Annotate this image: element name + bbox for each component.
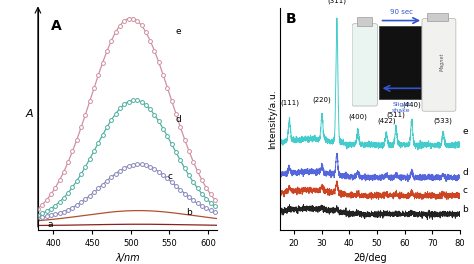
Text: (311): (311) bbox=[328, 0, 346, 4]
Text: (511): (511) bbox=[386, 112, 405, 118]
Text: c: c bbox=[168, 172, 173, 181]
Text: d: d bbox=[176, 115, 182, 124]
Y-axis label: Intensity/a.u.: Intensity/a.u. bbox=[268, 89, 277, 149]
X-axis label: λ/nm: λ/nm bbox=[115, 253, 140, 263]
Text: c: c bbox=[463, 186, 467, 195]
Text: d: d bbox=[463, 168, 468, 177]
Text: a: a bbox=[47, 220, 53, 229]
Text: A: A bbox=[51, 19, 61, 33]
Text: (533): (533) bbox=[434, 118, 453, 124]
X-axis label: 2θ/deg: 2θ/deg bbox=[353, 253, 387, 263]
Text: (440): (440) bbox=[402, 102, 421, 108]
Text: (220): (220) bbox=[312, 97, 331, 103]
Text: b: b bbox=[463, 205, 468, 214]
Text: b: b bbox=[186, 208, 192, 217]
Y-axis label: A: A bbox=[26, 109, 33, 119]
Text: e: e bbox=[463, 127, 468, 136]
Text: (400): (400) bbox=[348, 114, 367, 120]
Text: e: e bbox=[176, 27, 181, 36]
Text: B: B bbox=[286, 12, 296, 26]
Text: (422): (422) bbox=[377, 118, 396, 124]
Text: (111): (111) bbox=[280, 100, 299, 106]
